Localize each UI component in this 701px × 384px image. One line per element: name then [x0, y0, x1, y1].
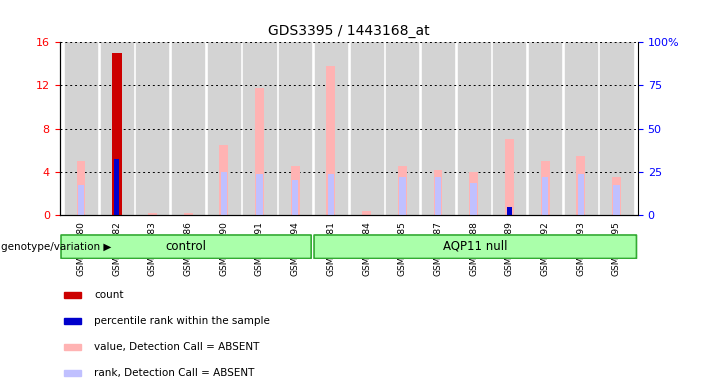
- Bar: [507, 207, 512, 215]
- Bar: [64, 370, 81, 376]
- Bar: [64, 292, 81, 298]
- Bar: [221, 172, 227, 215]
- Bar: [350, 42, 383, 215]
- Bar: [148, 213, 157, 215]
- Bar: [612, 177, 621, 215]
- Bar: [279, 42, 311, 215]
- Text: percentile rank within the sample: percentile rank within the sample: [94, 316, 270, 326]
- Bar: [111, 53, 122, 215]
- Bar: [255, 88, 264, 215]
- Bar: [315, 42, 347, 215]
- Bar: [76, 161, 86, 215]
- Bar: [114, 159, 119, 215]
- Bar: [65, 42, 97, 215]
- Bar: [613, 185, 620, 215]
- Bar: [578, 174, 584, 215]
- Bar: [470, 183, 477, 215]
- Bar: [494, 42, 526, 215]
- Bar: [565, 42, 597, 215]
- Bar: [291, 166, 299, 215]
- Bar: [398, 166, 407, 215]
- Text: AQP11 null: AQP11 null: [443, 240, 508, 253]
- Bar: [601, 42, 632, 215]
- Bar: [327, 66, 335, 215]
- Bar: [469, 172, 478, 215]
- Bar: [219, 145, 229, 215]
- Text: rank, Detection Call = ABSENT: rank, Detection Call = ABSENT: [94, 368, 254, 378]
- Bar: [172, 42, 204, 215]
- Bar: [542, 177, 548, 215]
- Bar: [505, 139, 514, 215]
- Bar: [458, 42, 490, 215]
- Bar: [540, 161, 550, 215]
- Text: count: count: [94, 290, 123, 300]
- Bar: [78, 185, 84, 215]
- Bar: [435, 177, 441, 215]
- Bar: [136, 42, 168, 215]
- Text: value, Detection Call = ABSENT: value, Detection Call = ABSENT: [94, 342, 259, 352]
- Bar: [362, 211, 371, 215]
- Bar: [529, 42, 562, 215]
- Bar: [184, 213, 193, 215]
- Bar: [292, 180, 299, 215]
- Bar: [576, 156, 585, 215]
- Bar: [207, 42, 240, 215]
- Title: GDS3395 / 1443168_at: GDS3395 / 1443168_at: [268, 25, 430, 38]
- Bar: [399, 177, 405, 215]
- Bar: [64, 344, 81, 350]
- Bar: [64, 318, 81, 324]
- Text: control: control: [165, 240, 207, 253]
- Bar: [327, 174, 334, 215]
- Bar: [101, 42, 132, 215]
- Bar: [243, 42, 275, 215]
- FancyBboxPatch shape: [61, 235, 311, 258]
- Bar: [257, 174, 263, 215]
- Bar: [433, 170, 442, 215]
- Bar: [386, 42, 418, 215]
- FancyBboxPatch shape: [314, 235, 637, 258]
- Text: genotype/variation ▶: genotype/variation ▶: [1, 242, 111, 252]
- Bar: [422, 42, 454, 215]
